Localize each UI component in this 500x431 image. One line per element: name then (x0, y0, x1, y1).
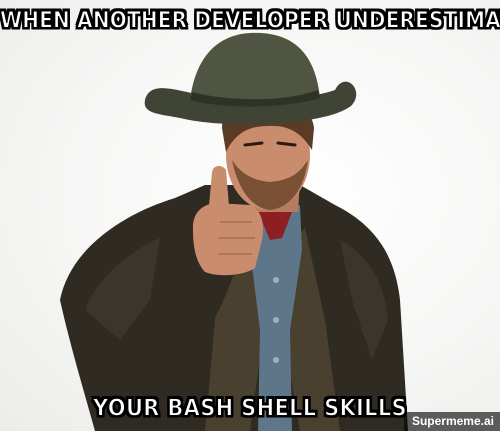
watermark: Supermeme.ai (403, 412, 500, 431)
fist (192, 203, 264, 276)
hat-band (190, 90, 320, 107)
shirt-button (273, 357, 279, 363)
arm (150, 250, 240, 350)
shirt-button (273, 317, 279, 323)
pointing-finger (209, 166, 229, 206)
eye (276, 141, 297, 147)
coat-fold (85, 238, 160, 340)
hat-crown (190, 32, 320, 107)
bottom-caption: YOUR BASH SHELL SKILLS (93, 393, 408, 421)
eye (243, 141, 264, 147)
coat-fold (340, 240, 388, 360)
shirt-button (273, 277, 279, 283)
bandana (258, 212, 292, 240)
denim-shirt (245, 205, 302, 431)
top-caption: WHEN ANOTHER DEVELOPER UNDERESTIMATES (0, 5, 500, 33)
knuckle-lines (218, 221, 255, 255)
beard (232, 160, 308, 210)
